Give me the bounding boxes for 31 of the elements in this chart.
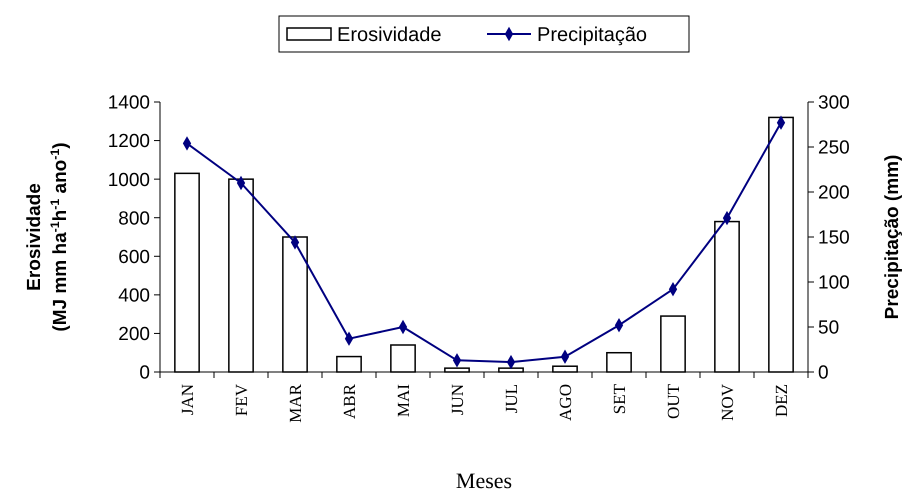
legend-label: Erosividade	[337, 24, 442, 46]
y2-tick-label: 300	[818, 92, 850, 114]
x-tick-label: AGO	[556, 384, 575, 421]
y-tick-label: 1200	[108, 131, 150, 152]
x-tick-label: OUT	[664, 383, 683, 419]
y-tick-label: 400	[118, 286, 150, 307]
y-tick-label: 1000	[108, 170, 150, 191]
x-tick-label: JAN	[178, 384, 197, 416]
legend-label: Precipitação	[537, 24, 648, 46]
y-tick-label: 1400	[108, 92, 150, 114]
y2-tick-label: 250	[818, 138, 850, 159]
y-tick-label: 200	[118, 324, 150, 346]
x-tick-label: JUL	[502, 384, 521, 414]
y2-tick-label: 50	[818, 318, 840, 339]
x-tick-label: DEZ	[772, 384, 791, 418]
y-tick-label: 0	[139, 362, 150, 384]
x-tick-label: MAR	[286, 383, 305, 423]
x-axis-title: Meses	[456, 468, 512, 492]
x-tick-label: MAI	[394, 384, 413, 418]
y-tick-label: 800	[118, 208, 150, 230]
y2-tick-label: 0	[818, 362, 829, 384]
y2-tick-label: 200	[818, 182, 850, 204]
y-tick-label: 600	[118, 246, 150, 268]
y2-tick-label: 150	[818, 228, 850, 249]
x-tick-label: JUN	[448, 384, 467, 416]
y2-tick-label: 100	[818, 272, 850, 294]
y2-axis-title: Precipitação (mm)	[882, 154, 903, 320]
x-tick-label: SET	[610, 383, 629, 414]
x-tick-label: ABR	[340, 383, 359, 419]
x-tick-label: NOV	[718, 383, 737, 421]
x-tick-label: FEV	[232, 383, 251, 416]
